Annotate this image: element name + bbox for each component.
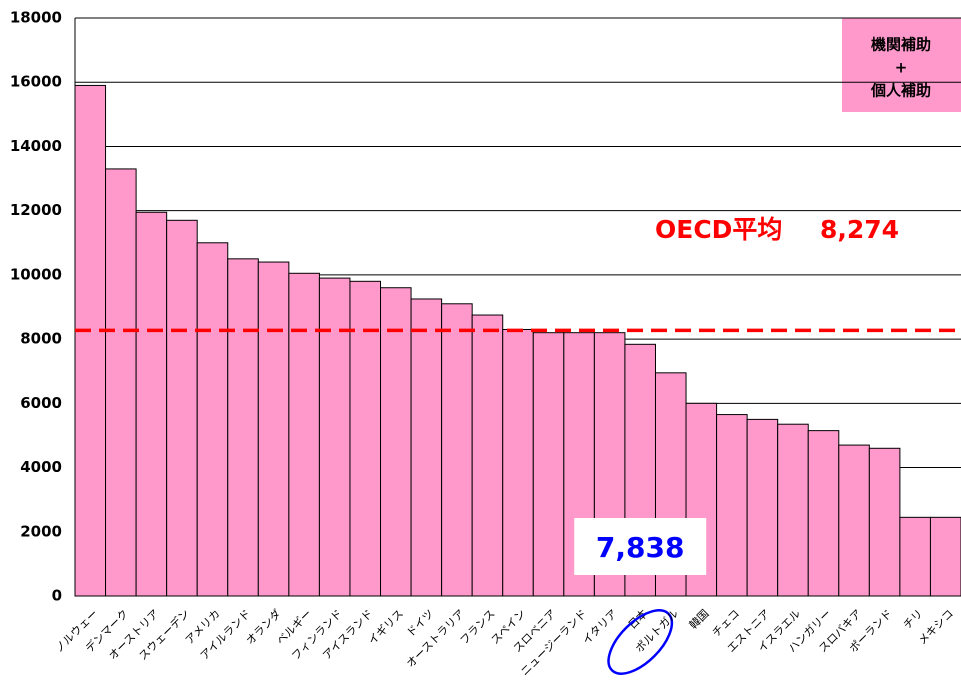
y-tick-label: 18000 bbox=[10, 9, 62, 27]
bar bbox=[196, 242, 229, 597]
legend-text: + bbox=[895, 59, 908, 77]
bar bbox=[868, 447, 901, 597]
y-tick-label: 6000 bbox=[20, 394, 62, 412]
bar bbox=[807, 430, 840, 597]
value-label-box bbox=[574, 518, 707, 575]
legend-box bbox=[842, 18, 961, 112]
bar bbox=[288, 272, 320, 597]
y-tick-label: 4000 bbox=[20, 458, 62, 476]
bar bbox=[380, 287, 412, 597]
legend-text: 機関補助 bbox=[871, 36, 931, 54]
plot bbox=[74, 17, 961, 597]
bar bbox=[441, 303, 473, 597]
value-label: 7,838 bbox=[596, 531, 685, 564]
bar bbox=[929, 516, 961, 597]
y-tick-label: 16000 bbox=[10, 73, 62, 91]
bar bbox=[777, 423, 809, 597]
y-tick-label: 14000 bbox=[10, 137, 62, 155]
bar bbox=[532, 332, 565, 597]
bar bbox=[257, 261, 290, 597]
y-tick-label: 10000 bbox=[10, 265, 62, 283]
legend-text: 個人補助 bbox=[870, 82, 931, 100]
bar bbox=[105, 168, 137, 597]
bar bbox=[74, 84, 107, 597]
bar bbox=[410, 298, 443, 597]
bar bbox=[166, 219, 198, 597]
average-value: 8,274 bbox=[820, 215, 899, 244]
bar bbox=[227, 258, 259, 597]
bar bbox=[471, 314, 504, 597]
bar bbox=[899, 516, 931, 597]
average-label: OECD平均 bbox=[655, 215, 782, 244]
bar bbox=[838, 444, 870, 597]
x-tick-label: 韓国 bbox=[687, 607, 712, 632]
bar bbox=[502, 328, 534, 597]
y-tick-label: 8000 bbox=[20, 330, 62, 348]
y-tick-label: 0 bbox=[52, 587, 62, 605]
bar bbox=[318, 277, 351, 597]
highlight-ellipse bbox=[607, 609, 674, 675]
y-tick-label: 2000 bbox=[20, 522, 62, 540]
bar bbox=[349, 280, 382, 597]
bar bbox=[135, 211, 168, 597]
y-tick-label: 12000 bbox=[10, 201, 62, 219]
bar bbox=[746, 418, 779, 597]
x-tick-label: チリ bbox=[901, 607, 926, 632]
bar bbox=[716, 414, 748, 597]
